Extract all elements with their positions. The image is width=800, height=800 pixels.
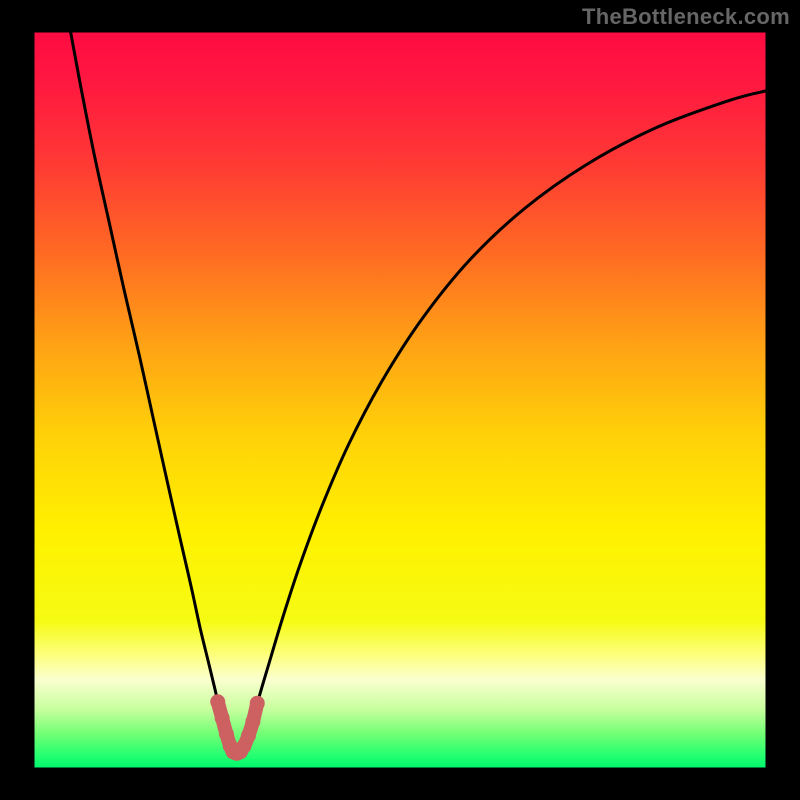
bottleneck-marker	[210, 694, 225, 709]
watermark-label: TheBottleneck.com	[582, 4, 790, 30]
bottleneck-chart	[0, 0, 800, 800]
plot-background	[34, 32, 766, 768]
bottleneck-marker	[215, 710, 230, 725]
chart-container: TheBottleneck.com	[0, 0, 800, 800]
bottleneck-marker	[250, 696, 265, 711]
bottleneck-marker	[241, 728, 256, 743]
bottleneck-marker	[245, 714, 260, 729]
